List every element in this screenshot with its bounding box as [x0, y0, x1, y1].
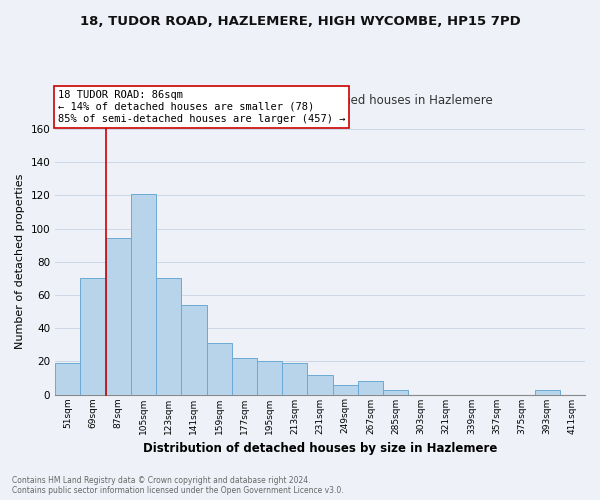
Bar — [383, 390, 409, 394]
Text: 18 TUDOR ROAD: 86sqm
← 14% of detached houses are smaller (78)
85% of semi-detac: 18 TUDOR ROAD: 86sqm ← 14% of detached h… — [58, 90, 346, 124]
Bar — [282, 363, 307, 394]
Bar — [80, 278, 106, 394]
Bar — [307, 374, 332, 394]
Bar — [332, 384, 358, 394]
Title: Size of property relative to detached houses in Hazlemere: Size of property relative to detached ho… — [148, 94, 493, 107]
Bar — [232, 358, 257, 395]
Bar — [206, 343, 232, 394]
Bar — [131, 194, 156, 394]
Text: Contains HM Land Registry data © Crown copyright and database right 2024.
Contai: Contains HM Land Registry data © Crown c… — [12, 476, 344, 495]
Text: 18, TUDOR ROAD, HAZLEMERE, HIGH WYCOMBE, HP15 7PD: 18, TUDOR ROAD, HAZLEMERE, HIGH WYCOMBE,… — [80, 15, 520, 28]
Bar — [181, 305, 206, 394]
X-axis label: Distribution of detached houses by size in Hazlemere: Distribution of detached houses by size … — [143, 442, 497, 455]
Bar — [106, 238, 131, 394]
Bar — [156, 278, 181, 394]
Bar — [535, 390, 560, 394]
Bar — [358, 381, 383, 394]
Bar — [55, 363, 80, 394]
Y-axis label: Number of detached properties: Number of detached properties — [15, 174, 25, 350]
Bar — [257, 362, 282, 394]
